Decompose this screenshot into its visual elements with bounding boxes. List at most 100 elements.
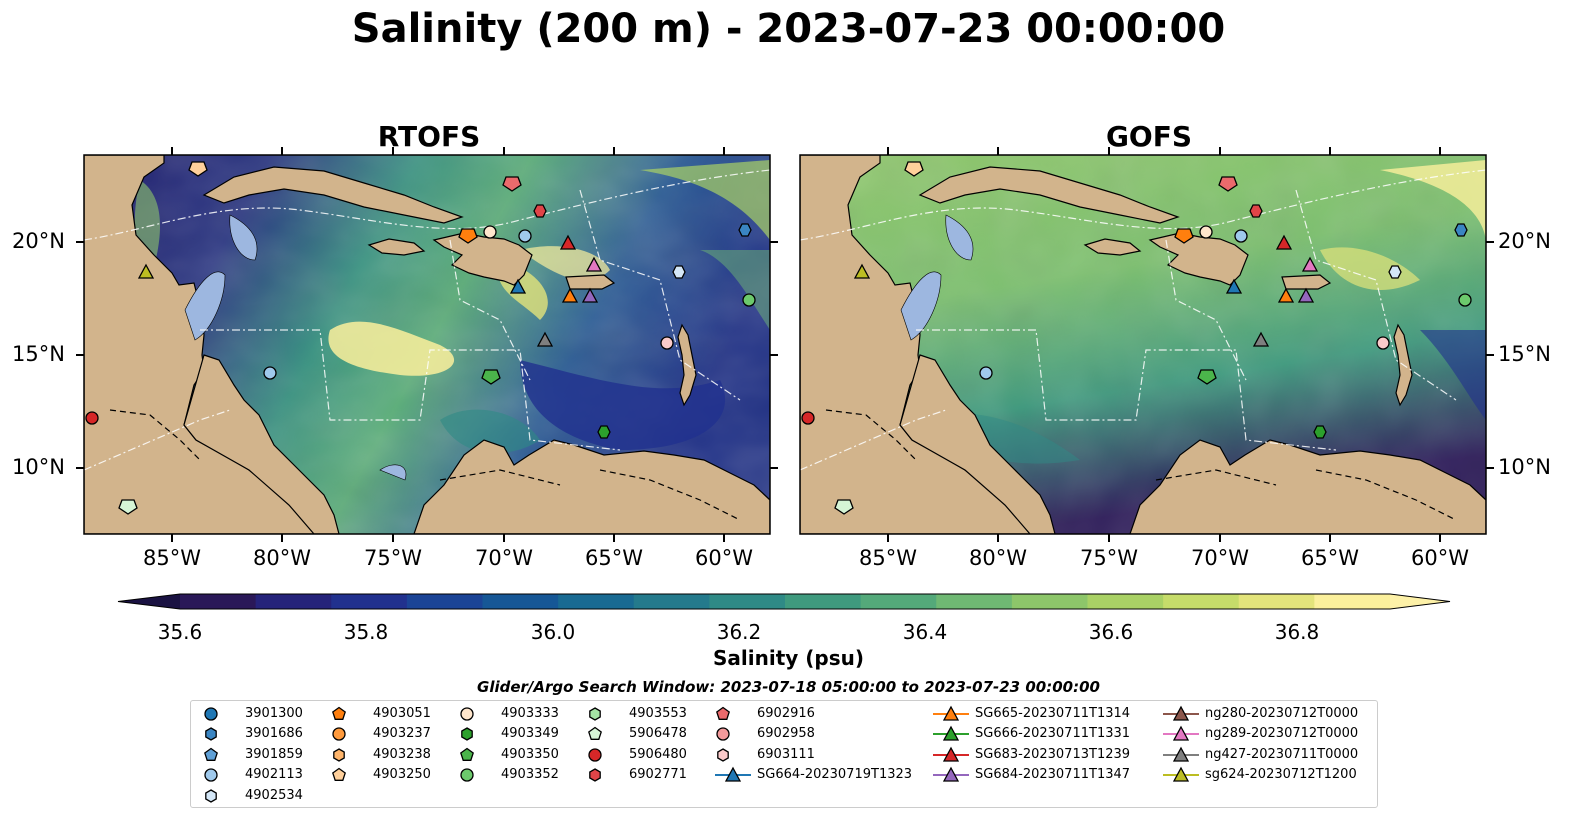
legend-marker-icon [589, 768, 601, 782]
legend-entry-label: 6903111 [757, 747, 815, 762]
legend-entry-label: 5906480 [629, 747, 687, 762]
legend-entry-label: 6902916 [757, 706, 815, 721]
legend-marker-icon [716, 706, 730, 720]
legend-entry-label: 4903553 [629, 706, 687, 721]
legend-entry-label: 4903349 [501, 726, 559, 741]
lat-label-10n-right: 10°N [1498, 455, 1551, 479]
legend-marker-icon [933, 705, 969, 721]
legend-entry-label: ng280-20230712T0000 [1205, 706, 1359, 721]
legend-entry-label: SG683-20230713T1239 [975, 747, 1131, 762]
legend-entry-label: 3901300 [245, 706, 303, 721]
colorbar-segment [1238, 594, 1315, 609]
legend-marker-icon [204, 768, 218, 782]
gofs-frame [799, 154, 1487, 535]
legend-marker-icon [933, 746, 969, 762]
lon-label-80w-gofs: 80°W [969, 546, 1027, 570]
colorbar-segment [1087, 594, 1164, 609]
gofs-map [800, 155, 1486, 534]
legend: 3901300 3901686 3901859 4902113 4902534 49030… [190, 700, 1378, 808]
legend-entry-label: 4903238 [373, 747, 431, 762]
legend-entry-label: 4903051 [373, 706, 431, 721]
legend-marker-icon [332, 767, 346, 781]
lon-label-65w-rtofs: 65°W [585, 546, 643, 570]
colorbar-tick-36-6: 36.6 [1088, 620, 1134, 644]
lon-label-70w-rtofs: 70°W [475, 546, 533, 570]
lat-label-10n-left: 10°N [12, 455, 65, 479]
rtofs-map [84, 155, 770, 534]
rtofs-markers [85, 161, 756, 515]
colorbar-segment [633, 594, 710, 609]
legend-entry-label: 6902958 [757, 726, 815, 741]
legend-marker-icon [588, 726, 602, 740]
lon-label-75w-gofs: 75°W [1080, 546, 1138, 570]
legend-marker-icon [933, 766, 969, 782]
legend-marker-icon [589, 707, 601, 721]
legend-entry-label: 4902534 [245, 788, 303, 803]
legend-marker-icon [460, 768, 474, 782]
legend-marker-icon [460, 747, 474, 761]
gofs-shelf [900, 214, 974, 341]
lon-label-65w-gofs: 65°W [1301, 546, 1359, 570]
legend-marker-icon [204, 707, 218, 721]
colorbar-tick-35-8: 35.8 [343, 620, 389, 644]
legend-entry-label: 4903333 [501, 706, 559, 721]
legend-entry-label: sg624-20230712T1200 [1205, 767, 1357, 782]
legend-entry-label: 4903352 [501, 767, 559, 782]
colorbar-over-extend [1390, 594, 1450, 609]
legend-entry-label: 4903250 [373, 767, 431, 782]
lon-label-85w-gofs: 85°W [859, 546, 917, 570]
legend-title: Glider/Argo Search Window: 2023-07-18 05… [477, 678, 1100, 696]
rtofs-shelf [184, 214, 407, 481]
panel-title-gofs: GOFS [1105, 120, 1193, 153]
colorbar-segment [406, 594, 484, 609]
lat-label-20n-left: 20°N [12, 229, 65, 253]
colorbar-segment [255, 594, 332, 609]
lon-label-75w-rtofs: 75°W [364, 546, 422, 570]
legend-marker-icon [204, 747, 218, 761]
colorbar-segment [180, 594, 257, 609]
colorbar-segment [709, 594, 786, 609]
legend-marker-icon [716, 727, 730, 741]
rtofs-frame [83, 154, 771, 535]
lon-label-60w-rtofs: 60°W [695, 546, 753, 570]
colorbar-segment [936, 594, 1013, 609]
legend-entry-label: ng427-20230711T0000 [1205, 747, 1359, 762]
axis-ticks [76, 147, 1494, 542]
colorbar-segment [785, 594, 862, 609]
panel-title-rtofs: RTOFS [377, 120, 481, 153]
legend-entry-label: 3901686 [245, 726, 303, 741]
legend-entry-label: 6902771 [629, 767, 687, 782]
legend-marker-icon [717, 748, 729, 762]
legend-marker-icon [333, 748, 345, 762]
colorbar-segment [1314, 594, 1391, 609]
colorbar-tick-36-2: 36.2 [716, 620, 762, 644]
lat-label-20n-right: 20°N [1498, 229, 1551, 253]
rtofs-borders [109, 409, 741, 521]
lon-label-85w-rtofs: 85°W [143, 546, 201, 570]
legend-entry-label: SG666-20230711T1331 [975, 726, 1131, 741]
colorbar-segment [482, 594, 559, 609]
gofs-eez-lines [800, 169, 1486, 471]
legend-entry-label: 4902113 [245, 767, 303, 782]
colorbar-segment [558, 594, 635, 609]
colorbar-segment [860, 594, 937, 609]
colorbar-tick-36-0: 36.0 [530, 620, 576, 644]
colorbar-tick-35-6: 35.6 [157, 620, 203, 644]
lon-label-80w-rtofs: 80°W [253, 546, 311, 570]
colorbar-label: Salinity (psu) [712, 646, 864, 670]
legend-marker-icon [205, 727, 217, 741]
legend-marker-icon [715, 766, 751, 782]
legend-marker-icon [933, 725, 969, 741]
colorbar [117, 593, 1451, 610]
legend-marker-icon [461, 727, 473, 741]
legend-entry-label: SG664-20230719T1323 [757, 767, 913, 782]
colorbar-segment [1011, 594, 1089, 609]
colorbar-outline [117, 593, 1451, 610]
legend-entry-label: 3901859 [245, 747, 303, 762]
legend-marker-icon [332, 727, 346, 741]
legend-entry-label: 4903350 [501, 747, 559, 762]
legend-marker-icon [205, 789, 217, 803]
legend-entry-label: 4903237 [373, 726, 431, 741]
lat-label-15n-left: 15°N [12, 342, 65, 366]
